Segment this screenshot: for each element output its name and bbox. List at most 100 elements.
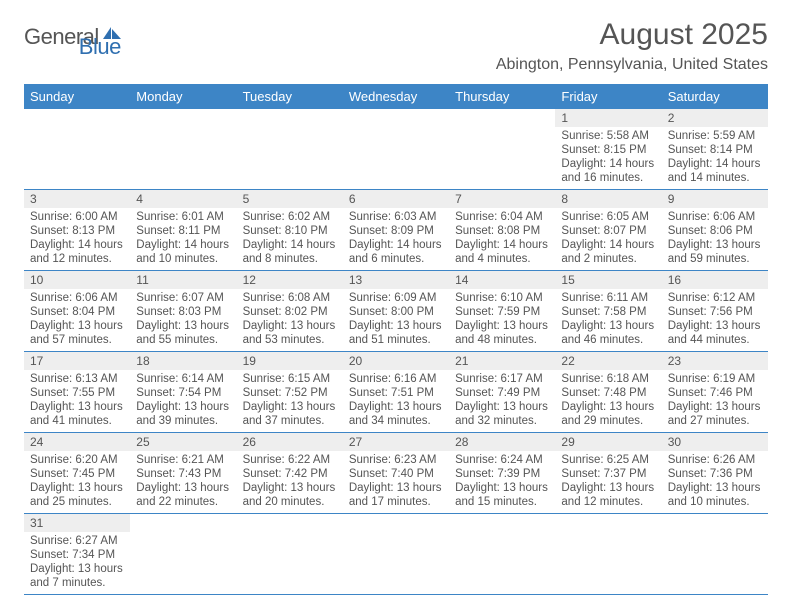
day-cell: 26Sunrise: 6:22 AMSunset: 7:42 PMDayligh…	[237, 433, 343, 514]
daylight-line-1: Daylight: 14 hours	[455, 238, 549, 252]
day-details: Sunrise: 6:21 AMSunset: 7:43 PMDaylight:…	[130, 451, 236, 513]
daylight-line-1: Daylight: 14 hours	[243, 238, 337, 252]
day-number: 10	[24, 271, 130, 289]
daylight-line-1: Daylight: 13 hours	[561, 319, 655, 333]
sunrise-line: Sunrise: 6:15 AM	[243, 372, 337, 386]
empty-cell	[343, 109, 449, 190]
title-block: August 2025 Abington, Pennsylvania, Unit…	[496, 18, 768, 74]
daylight-line-2: and 4 minutes.	[455, 252, 549, 266]
sunset-line: Sunset: 7:49 PM	[455, 386, 549, 400]
sunset-line: Sunset: 7:54 PM	[136, 386, 230, 400]
sunset-line: Sunset: 7:40 PM	[349, 467, 443, 481]
day-details: Sunrise: 6:01 AMSunset: 8:11 PMDaylight:…	[130, 208, 236, 270]
day-header-cell: Tuesday	[237, 84, 343, 109]
empty-cell	[343, 514, 449, 595]
sunrise-line: Sunrise: 6:22 AM	[243, 453, 337, 467]
day-number: 4	[130, 190, 236, 208]
day-header-cell: Thursday	[449, 84, 555, 109]
daylight-line-1: Daylight: 14 hours	[561, 238, 655, 252]
month-title: August 2025	[496, 18, 768, 52]
daylight-line-2: and 44 minutes.	[668, 333, 762, 347]
sunset-line: Sunset: 8:03 PM	[136, 305, 230, 319]
daylight-line-2: and 7 minutes.	[30, 576, 124, 590]
day-number: 1	[555, 109, 661, 127]
day-header-row: SundayMondayTuesdayWednesdayThursdayFrid…	[24, 84, 768, 109]
day-number: 12	[237, 271, 343, 289]
daylight-line-1: Daylight: 13 hours	[668, 481, 762, 495]
day-cell: 21 Sunrise: 6:17 AMSunset: 7:49 PMDayligh…	[449, 352, 555, 433]
daylight-line-2: and 20 minutes.	[243, 495, 337, 509]
daylight-line-1: Daylight: 13 hours	[455, 400, 549, 414]
sunset-line: Sunset: 7:56 PM	[668, 305, 762, 319]
sunrise-line: Sunrise: 6:24 AM	[455, 453, 549, 467]
daylight-line-1: Daylight: 13 hours	[243, 400, 337, 414]
day-details: Sunrise: 6:05 AMSunset: 8:07 PMDaylight:…	[555, 208, 661, 270]
day-number: 28	[449, 433, 555, 451]
sunrise-line: Sunrise: 6:19 AM	[668, 372, 762, 386]
sunrise-line: Sunrise: 6:25 AM	[561, 453, 655, 467]
daylight-line-1: Daylight: 13 hours	[349, 319, 443, 333]
daylight-line-1: Daylight: 13 hours	[561, 400, 655, 414]
day-number: 27	[343, 433, 449, 451]
empty-cell	[449, 109, 555, 190]
sunrise-line: Sunrise: 6:06 AM	[668, 210, 762, 224]
daylight-line-2: and 53 minutes.	[243, 333, 337, 347]
day-number: 21	[449, 352, 555, 370]
day-cell: 10Sunrise: 6:06 AMSunset: 8:04 PMDayligh…	[24, 271, 130, 352]
daylight-line-2: and 8 minutes.	[243, 252, 337, 266]
sunrise-line: Sunrise: 6:01 AM	[136, 210, 230, 224]
day-details: Sunrise: 6:12 AMSunset: 7:56 PMDaylight:…	[662, 289, 768, 351]
week-row: 1Sunrise: 5:58 AMSunset: 8:15 PMDaylight…	[24, 109, 768, 190]
day-details: Sunrise: 6:07 AMSunset: 8:03 PMDaylight:…	[130, 289, 236, 351]
daylight-line-1: Daylight: 13 hours	[243, 319, 337, 333]
sunrise-line: Sunrise: 6:26 AM	[668, 453, 762, 467]
sunrise-line: Sunrise: 6:04 AM	[455, 210, 549, 224]
day-number: 11	[130, 271, 236, 289]
empty-cell	[130, 109, 236, 190]
sunset-line: Sunset: 7:51 PM	[349, 386, 443, 400]
day-cell: 28Sunrise: 6:24 AMSunset: 7:39 PMDayligh…	[449, 433, 555, 514]
sunrise-line: Sunrise: 6:18 AM	[561, 372, 655, 386]
day-details: Sunrise: 6:15 AMSunset: 7:52 PMDaylight:…	[237, 370, 343, 432]
sunset-line: Sunset: 8:11 PM	[136, 224, 230, 238]
daylight-line-2: and 41 minutes.	[30, 414, 124, 428]
daylight-line-2: and 57 minutes.	[30, 333, 124, 347]
day-header-cell: Saturday	[662, 84, 768, 109]
sunrise-line: Sunrise: 6:08 AM	[243, 291, 337, 305]
day-number: 9	[662, 190, 768, 208]
day-number: 30	[662, 433, 768, 451]
sunset-line: Sunset: 8:06 PM	[668, 224, 762, 238]
daylight-line-2: and 51 minutes.	[349, 333, 443, 347]
day-number: 7	[449, 190, 555, 208]
day-cell: 15Sunrise: 6:11 AMSunset: 7:58 PMDayligh…	[555, 271, 661, 352]
daylight-line-2: and 37 minutes.	[243, 414, 337, 428]
sunrise-line: Sunrise: 6:10 AM	[455, 291, 549, 305]
daylight-line-1: Daylight: 13 hours	[136, 481, 230, 495]
day-details: Sunrise: 5:58 AMSunset: 8:15 PMDaylight:…	[555, 127, 661, 189]
day-cell: 11Sunrise: 6:07 AMSunset: 8:03 PMDayligh…	[130, 271, 236, 352]
day-details: Sunrise: 6:20 AMSunset: 7:45 PMDaylight:…	[24, 451, 130, 513]
sunset-line: Sunset: 7:46 PM	[668, 386, 762, 400]
daylight-line-1: Daylight: 13 hours	[30, 319, 124, 333]
daylight-line-1: Daylight: 13 hours	[30, 400, 124, 414]
daylight-line-2: and 32 minutes.	[455, 414, 549, 428]
sunrise-line: Sunrise: 6:16 AM	[349, 372, 443, 386]
day-cell: 17Sunrise: 6:13 AMSunset: 7:55 PMDayligh…	[24, 352, 130, 433]
daylight-line-1: Daylight: 13 hours	[561, 481, 655, 495]
day-number: 8	[555, 190, 661, 208]
day-header-cell: Monday	[130, 84, 236, 109]
sunrise-line: Sunrise: 6:17 AM	[455, 372, 549, 386]
day-details: Sunrise: 6:24 AMSunset: 7:39 PMDaylight:…	[449, 451, 555, 513]
daylight-line-1: Daylight: 13 hours	[30, 481, 124, 495]
day-number: 25	[130, 433, 236, 451]
sunset-line: Sunset: 7:39 PM	[455, 467, 549, 481]
day-header-cell: Sunday	[24, 84, 130, 109]
day-cell: 9Sunrise: 6:06 AMSunset: 8:06 PMDaylight…	[662, 190, 768, 271]
daylight-line-1: Daylight: 14 hours	[30, 238, 124, 252]
day-cell: 20Sunrise: 6:16 AMSunset: 7:51 PMDayligh…	[343, 352, 449, 433]
day-cell: 5Sunrise: 6:02 AMSunset: 8:10 PMDaylight…	[237, 190, 343, 271]
empty-cell	[237, 514, 343, 595]
day-details: Sunrise: 6:04 AMSunset: 8:08 PMDaylight:…	[449, 208, 555, 270]
sunset-line: Sunset: 7:36 PM	[668, 467, 762, 481]
empty-cell	[130, 514, 236, 595]
